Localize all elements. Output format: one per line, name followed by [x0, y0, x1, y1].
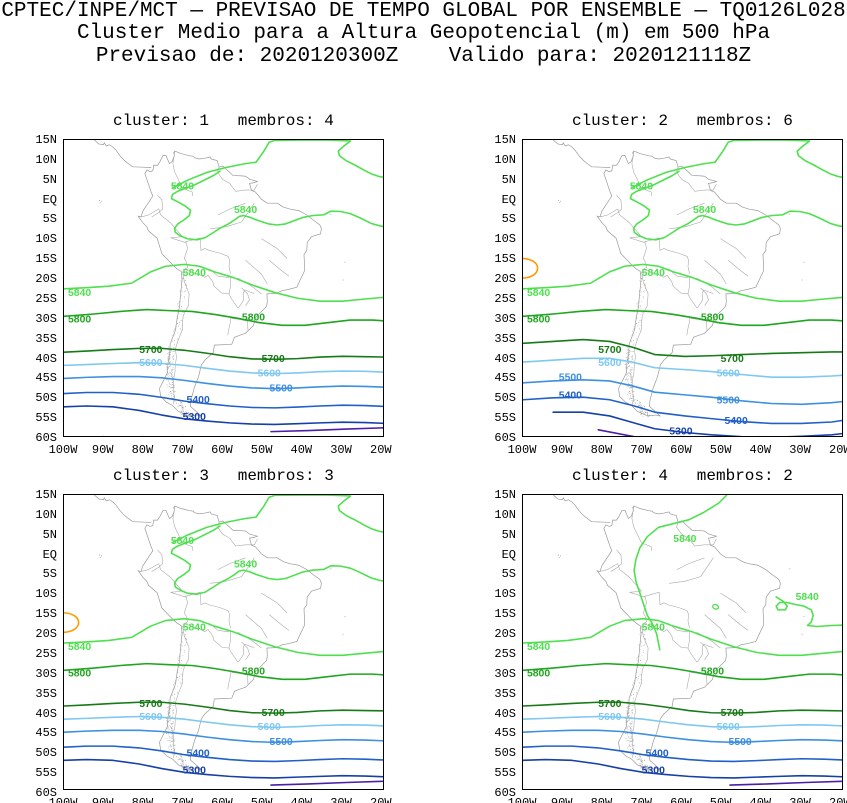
svg-text:5400: 5400: [559, 390, 582, 401]
svg-text:5400: 5400: [187, 395, 210, 406]
svg-text:5840: 5840: [527, 288, 550, 299]
svg-text:5840: 5840: [171, 536, 194, 547]
svg-text:5800: 5800: [68, 315, 91, 326]
svg-text:5500: 5500: [729, 737, 752, 748]
svg-text:5840: 5840: [234, 560, 257, 571]
svg-text:5500: 5500: [270, 383, 293, 394]
svg-text:5300: 5300: [642, 766, 665, 777]
svg-text:5700: 5700: [598, 345, 621, 356]
svg-text:5840: 5840: [527, 642, 550, 653]
svg-text:5800: 5800: [527, 315, 550, 326]
svg-text:5600: 5600: [139, 358, 162, 369]
svg-text:5800: 5800: [242, 667, 265, 678]
svg-text:5600: 5600: [598, 358, 621, 369]
svg-text:5800: 5800: [242, 313, 265, 324]
svg-text:5840: 5840: [68, 642, 91, 653]
svg-text:5600: 5600: [717, 722, 740, 733]
svg-text:5400: 5400: [725, 416, 748, 427]
svg-text:5300: 5300: [183, 766, 206, 777]
svg-text:5840: 5840: [642, 622, 665, 633]
svg-text:5840: 5840: [796, 592, 819, 603]
svg-text:5400: 5400: [646, 749, 669, 760]
svg-text:5800: 5800: [527, 669, 550, 680]
svg-text:5840: 5840: [234, 205, 257, 216]
svg-text:5600: 5600: [139, 712, 162, 723]
svg-text:5840: 5840: [693, 205, 716, 216]
svg-text:5700: 5700: [721, 354, 744, 365]
svg-text:5500: 5500: [559, 373, 582, 384]
svg-text:5840: 5840: [630, 181, 653, 192]
svg-text:5600: 5600: [258, 722, 281, 733]
svg-text:5840: 5840: [171, 181, 194, 192]
svg-text:5700: 5700: [721, 708, 744, 719]
svg-text:5700: 5700: [139, 699, 162, 710]
svg-text:5700: 5700: [598, 699, 621, 710]
svg-text:5800: 5800: [701, 313, 724, 324]
svg-text:5300: 5300: [183, 412, 206, 423]
svg-text:5800: 5800: [701, 667, 724, 678]
svg-text:5840: 5840: [68, 288, 91, 299]
svg-text:5600: 5600: [598, 712, 621, 723]
svg-text:5840: 5840: [183, 268, 206, 279]
svg-text:5600: 5600: [258, 368, 281, 379]
svg-text:5800: 5800: [68, 669, 91, 680]
svg-text:5700: 5700: [139, 345, 162, 356]
svg-text:5700: 5700: [262, 354, 285, 365]
svg-text:5500: 5500: [717, 396, 740, 407]
svg-text:5840: 5840: [673, 534, 696, 545]
svg-text:5840: 5840: [642, 268, 665, 279]
svg-text:5700: 5700: [262, 708, 285, 719]
svg-text:5500: 5500: [270, 737, 293, 748]
svg-text:5840: 5840: [183, 622, 206, 633]
svg-text:5400: 5400: [187, 749, 210, 760]
svg-text:5600: 5600: [717, 368, 740, 379]
svg-text:5300: 5300: [669, 427, 692, 436]
